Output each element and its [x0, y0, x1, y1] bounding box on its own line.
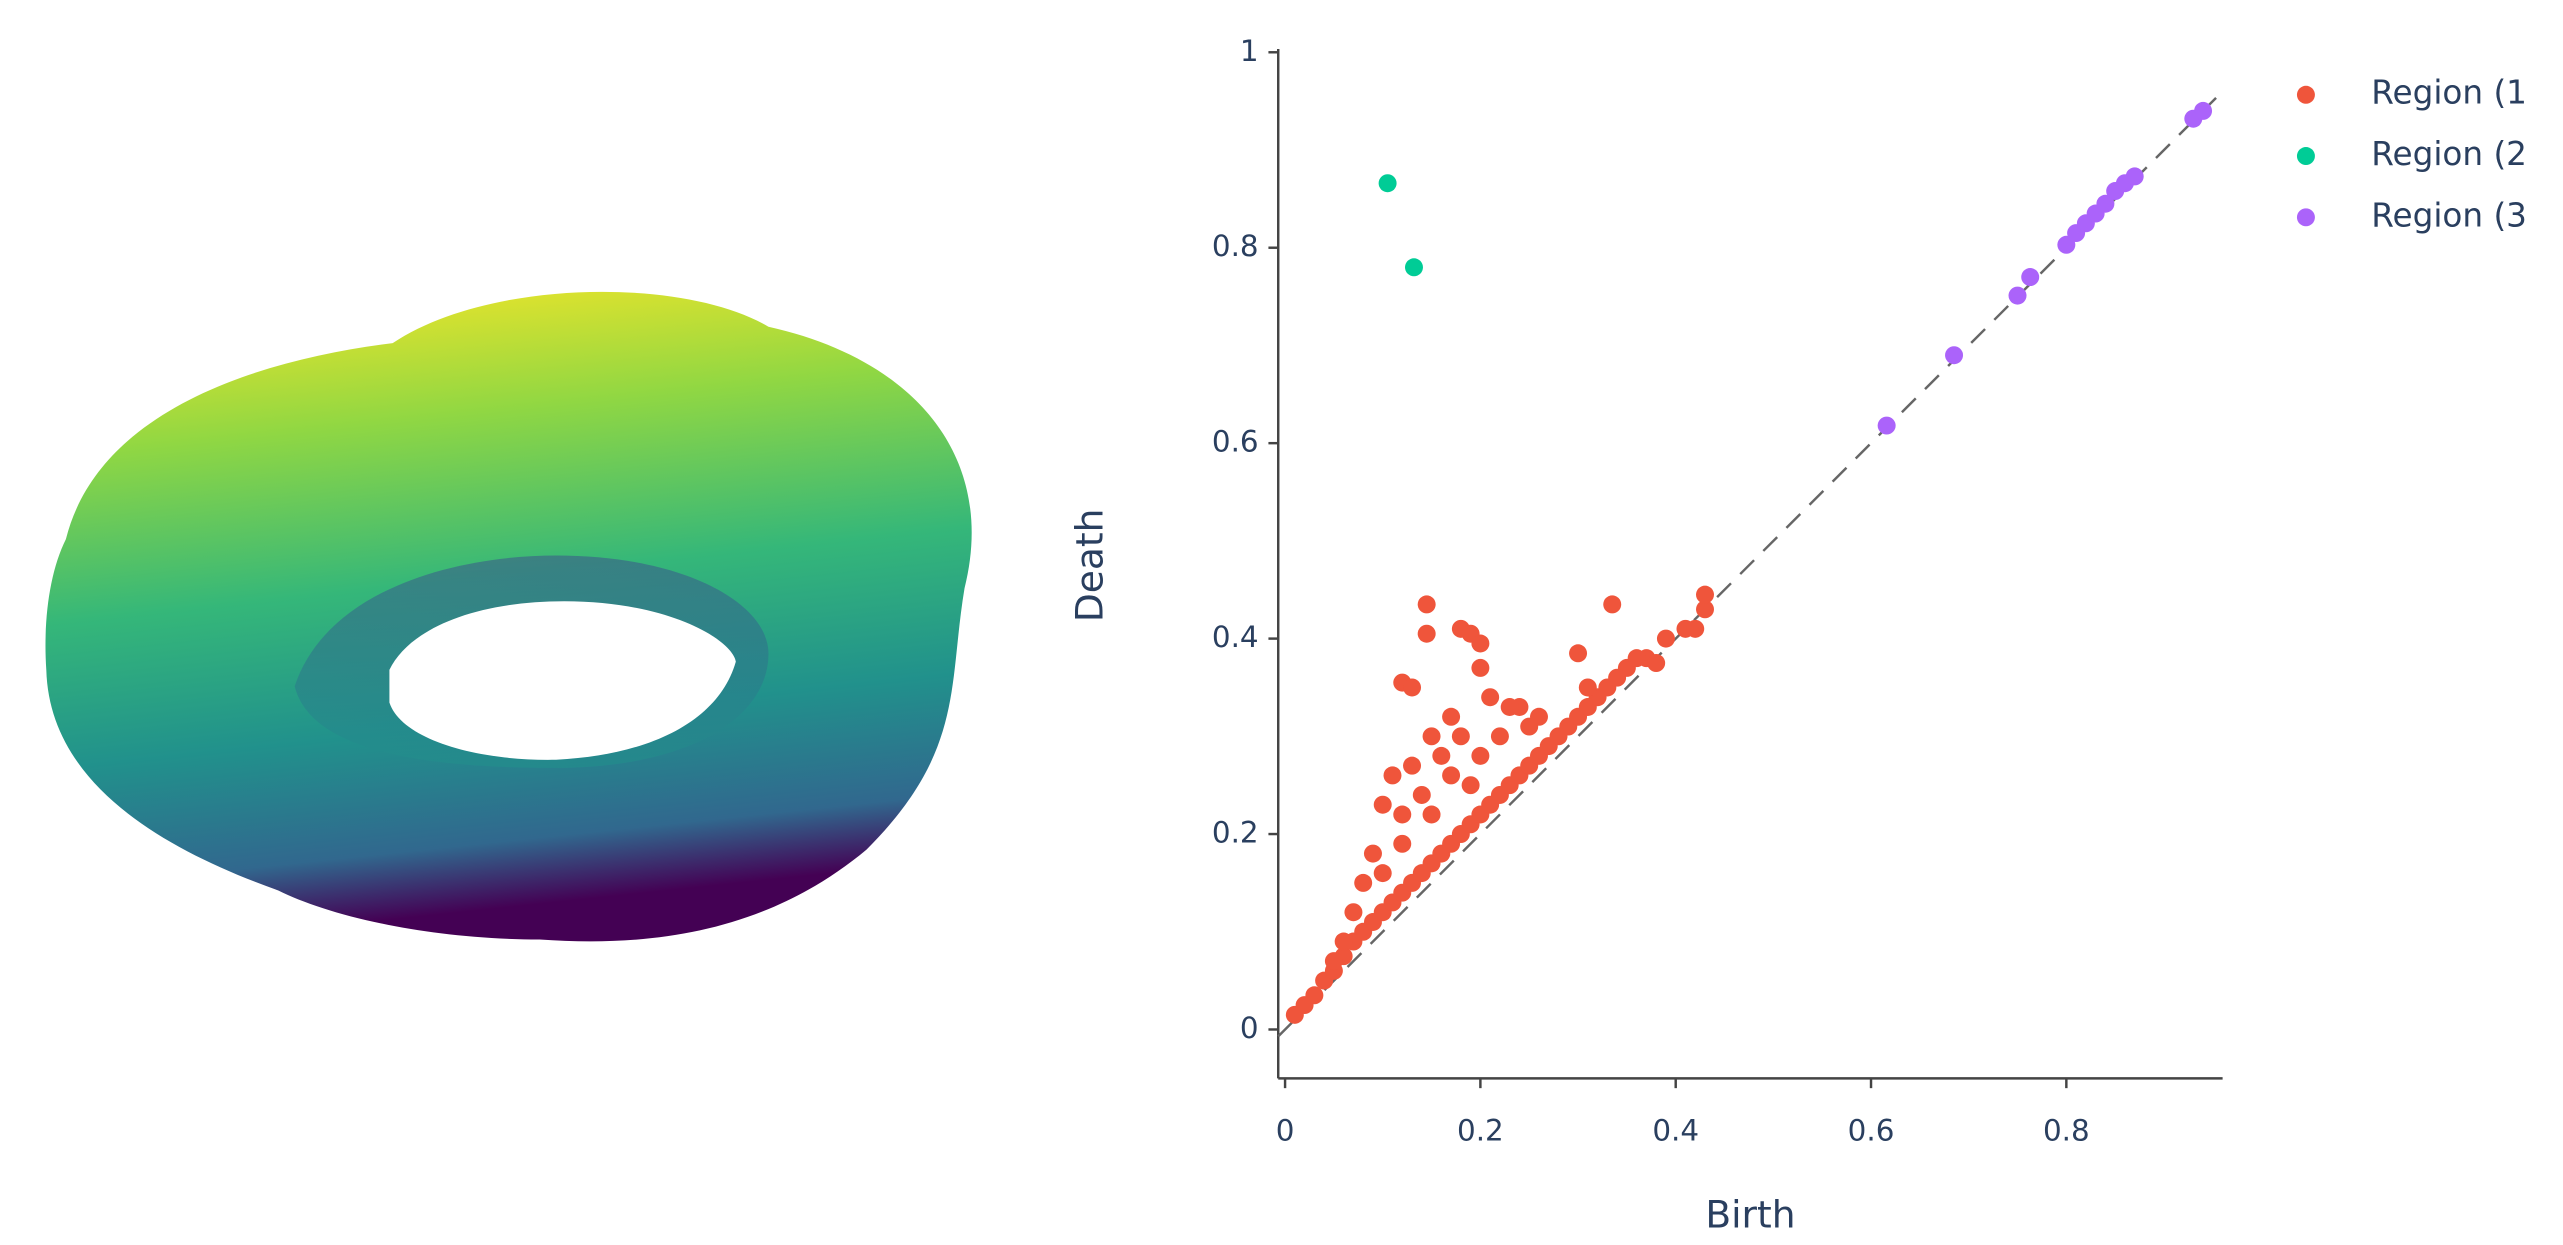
data-point: [1530, 708, 1548, 726]
y-tick-label: 0.2: [1212, 816, 1259, 850]
data-point: [1696, 586, 1714, 604]
data-point: [1878, 417, 1896, 435]
data-point: [1442, 766, 1460, 784]
data-point: [2194, 102, 2212, 120]
data-point: [1335, 933, 1353, 951]
x-tick-label: 0.6: [1848, 1114, 1895, 1148]
data-point: [1603, 595, 1621, 613]
data-point: [1364, 845, 1382, 863]
data-point: [1393, 835, 1411, 853]
data-point: [1393, 806, 1411, 824]
data-point: [1657, 630, 1675, 648]
data-point: [1384, 766, 1402, 784]
x-tick-label: 0.8: [2043, 1114, 2090, 1148]
legend-marker: [2297, 208, 2315, 226]
x-tick-label: 0: [1276, 1114, 1295, 1148]
data-point: [1608, 669, 1626, 687]
data-point: [1569, 644, 1587, 662]
data-point: [1471, 635, 1489, 653]
data-point: [1413, 786, 1431, 804]
data-point: [1647, 654, 1665, 672]
data-point: [1405, 258, 1423, 276]
data-point: [1452, 727, 1470, 745]
y-tick-label: 0.6: [1212, 425, 1259, 459]
y-axis-title: Death: [1067, 509, 1111, 623]
data-point: [1305, 986, 1323, 1004]
data-point: [1379, 174, 1397, 192]
y-tick-label: 0.8: [1212, 229, 1259, 263]
data-point: [1418, 625, 1436, 643]
data-point: [1579, 678, 1597, 696]
y-tick-label: 0.4: [1212, 620, 1259, 654]
data-point: [1686, 620, 1704, 638]
data-point: [2009, 287, 2027, 305]
data-point: [1403, 678, 1421, 696]
data-point: [1945, 346, 1963, 364]
x-tick-label: 0.4: [1652, 1114, 1699, 1148]
y-tick-label: 1: [1240, 34, 1259, 68]
legend-label: Region (1: [2371, 74, 2527, 112]
data-point: [1481, 688, 1499, 706]
page: {"chart_data": {"type": "scatter", "xlab…: [0, 0, 2563, 1245]
data-point: [1471, 659, 1489, 677]
data-point: [1442, 708, 1460, 726]
data-point: [1462, 776, 1480, 794]
y-tick-label: 0: [1240, 1011, 1259, 1045]
data-point: [2126, 167, 2144, 185]
data-point: [1423, 806, 1441, 824]
legend-label: Region (2: [2371, 135, 2527, 173]
data-point: [1344, 903, 1362, 921]
data-point: [1374, 864, 1392, 882]
data-point: [1491, 727, 1509, 745]
data-point: [1325, 952, 1343, 970]
data-point: [1418, 595, 1436, 613]
data-point: [2021, 268, 2039, 286]
legend-label: Region (3: [2371, 196, 2527, 234]
data-point: [1403, 757, 1421, 775]
legend-marker: [2297, 86, 2315, 104]
data-point: [1374, 796, 1392, 814]
legend-marker: [2297, 147, 2315, 165]
torus-surface: [45, 292, 971, 942]
data-point: [1628, 649, 1646, 667]
data-point: [1423, 727, 1441, 745]
data-point: [1354, 874, 1372, 892]
data-point: [1471, 747, 1489, 765]
x-tick-label: 0.2: [1457, 1114, 1504, 1148]
data-point: [1432, 747, 1450, 765]
data-point: [1501, 698, 1519, 716]
chart: 0 0.2 0.4 0.6 0.8 1 0 0.2 0.4 0.6 0.8 Birth Death Reg…: [0, 0, 2563, 1245]
x-axis-title: Birth: [1705, 1193, 1795, 1237]
